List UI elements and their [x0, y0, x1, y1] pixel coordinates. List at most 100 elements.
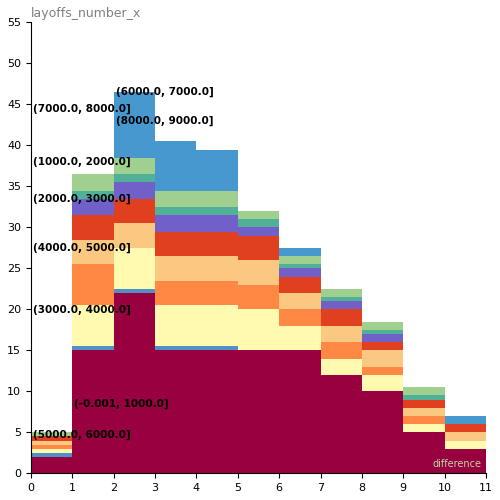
Bar [362, 350, 404, 367]
Bar [279, 268, 320, 276]
Bar [155, 190, 196, 207]
Bar [155, 215, 196, 232]
Bar [404, 396, 444, 400]
Bar [196, 150, 237, 190]
Bar [155, 207, 196, 215]
Bar [114, 224, 155, 248]
Bar [362, 342, 404, 350]
Bar [320, 342, 362, 358]
Bar [114, 289, 155, 293]
Bar [72, 346, 114, 350]
Bar [320, 375, 362, 474]
Bar [155, 232, 196, 256]
Bar [404, 424, 444, 432]
Bar [279, 264, 320, 268]
Bar [444, 432, 486, 440]
Bar [444, 448, 486, 473]
Bar [31, 436, 72, 440]
Bar [279, 350, 320, 474]
Bar [238, 350, 279, 474]
Bar [72, 264, 114, 306]
Bar [404, 400, 444, 408]
Text: (6000.0, 7000.0]: (6000.0, 7000.0] [116, 87, 214, 98]
Bar [362, 330, 404, 334]
Bar [444, 416, 486, 424]
Bar [31, 448, 72, 453]
Bar [444, 424, 486, 432]
Bar [196, 280, 237, 305]
Bar [486, 448, 500, 457]
Bar [320, 358, 362, 375]
Bar [362, 375, 404, 392]
Bar [486, 457, 500, 473]
Bar [31, 432, 72, 436]
Bar [196, 190, 237, 207]
Bar [196, 346, 237, 350]
Bar [114, 182, 155, 198]
Bar [238, 228, 279, 235]
Bar [196, 215, 237, 232]
Bar [31, 440, 72, 444]
Bar [114, 92, 155, 158]
Text: (2000.0, 3000.0]: (2000.0, 3000.0] [33, 194, 130, 204]
Bar [279, 248, 320, 256]
Bar [72, 190, 114, 198]
Bar [320, 310, 362, 326]
Bar [238, 219, 279, 228]
Bar [404, 408, 444, 416]
Bar [72, 215, 114, 240]
Text: (1000.0, 2000.0]: (1000.0, 2000.0] [33, 156, 130, 167]
Bar [155, 280, 196, 305]
Text: (5000.0, 6000.0]: (5000.0, 6000.0] [33, 430, 130, 440]
Bar [238, 236, 279, 260]
Bar [196, 256, 237, 280]
Text: (-0.001, 1000.0]: (-0.001, 1000.0] [74, 398, 169, 409]
Text: (7000.0, 8000.0]: (7000.0, 8000.0] [33, 104, 130, 114]
Bar [196, 350, 237, 474]
Bar [114, 158, 155, 174]
Bar [114, 248, 155, 289]
Bar [196, 232, 237, 256]
Bar [279, 310, 320, 326]
Bar [72, 240, 114, 264]
Bar [362, 322, 404, 330]
Bar [362, 367, 404, 375]
Bar [279, 256, 320, 264]
Bar [404, 432, 444, 474]
Bar [279, 276, 320, 293]
Bar [196, 306, 237, 346]
Text: layoffs_number_x: layoffs_number_x [31, 7, 141, 20]
Bar [279, 293, 320, 310]
Bar [320, 297, 362, 301]
Bar [279, 326, 320, 350]
Bar [155, 256, 196, 280]
Bar [404, 416, 444, 424]
Bar [444, 440, 486, 448]
Bar [320, 301, 362, 310]
Bar [155, 142, 196, 190]
Bar [362, 392, 404, 473]
Bar [404, 388, 444, 396]
Bar [362, 334, 404, 342]
Bar [31, 444, 72, 448]
Bar [320, 326, 362, 342]
Bar [72, 350, 114, 474]
Text: difference: difference [433, 459, 482, 469]
Bar [238, 285, 279, 310]
Bar [155, 350, 196, 474]
Bar [238, 310, 279, 350]
Bar [72, 174, 114, 190]
Bar [238, 260, 279, 285]
Bar [238, 211, 279, 219]
Bar [155, 346, 196, 350]
Bar [72, 198, 114, 215]
Text: (8000.0, 9000.0]: (8000.0, 9000.0] [116, 116, 213, 126]
Bar [320, 289, 362, 297]
Text: (3000.0, 4000.0]: (3000.0, 4000.0] [33, 304, 130, 314]
Bar [72, 306, 114, 346]
Text: (4000.0, 5000.0]: (4000.0, 5000.0] [33, 243, 130, 253]
Bar [196, 207, 237, 215]
Bar [155, 306, 196, 346]
Bar [114, 293, 155, 474]
Bar [31, 457, 72, 473]
